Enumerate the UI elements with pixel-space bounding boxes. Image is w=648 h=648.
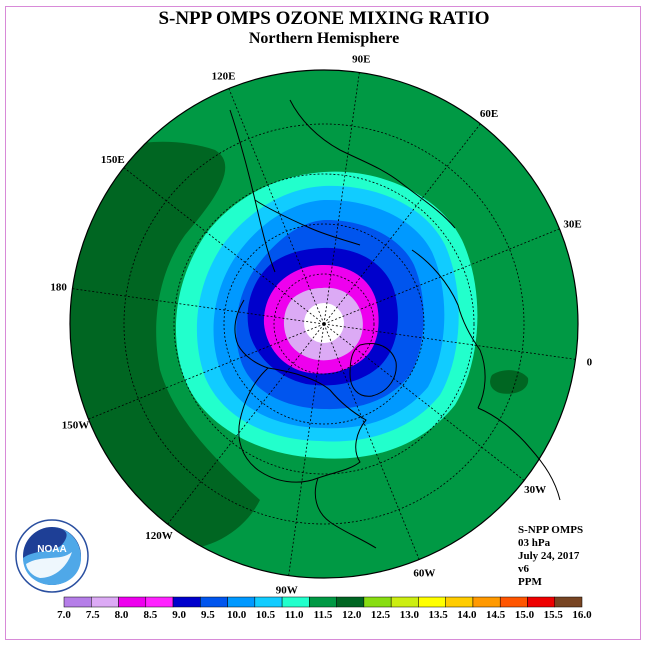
- colorbar-tick-label: 12.0: [342, 609, 362, 621]
- noaa-logo: NOAA: [15, 519, 89, 593]
- colorbar-tick-label: 9.0: [172, 609, 186, 621]
- coastlines: [229, 99, 561, 549]
- graticule: [72, 72, 576, 576]
- longitude-label: 30E: [563, 219, 581, 231]
- latitude-circle: [273, 273, 375, 375]
- colorbar-tick-label: 16.0: [572, 609, 592, 621]
- longitude-label: 90E: [352, 54, 370, 66]
- longitude-label: 150W: [62, 419, 90, 431]
- map-boundary: [69, 69, 579, 579]
- coast-siberia: [254, 199, 361, 246]
- colorbar-swatch: [118, 596, 147, 608]
- info-instrument: S-NPP OMPS: [518, 524, 584, 536]
- colorbar-tick-label: 11.5: [314, 609, 333, 621]
- coast-greenland: [349, 343, 397, 397]
- longitude-label: 60W: [413, 567, 435, 579]
- colorbar-tick-label: 11.0: [285, 609, 304, 621]
- colorbar-tick-label: 14.5: [486, 609, 506, 621]
- colorbar-swatch: [445, 596, 474, 608]
- band-12-region-atlantic: [490, 370, 529, 394]
- coast-asia-east: [229, 109, 276, 273]
- map-subtitle: Northern Hemisphere: [248, 30, 400, 47]
- colorbar-tick-label: 10.0: [227, 609, 247, 621]
- longitude-label: 120W: [145, 530, 173, 542]
- info-version: v6: [518, 563, 529, 575]
- band-12-region-west: [70, 141, 260, 550]
- longitude-label: 60E: [480, 108, 498, 120]
- info-block: S-NPP OMPS 03 hPa July 24, 2017 v6 PPM: [518, 524, 583, 589]
- colorbar-swatch: [390, 596, 419, 608]
- colorbar-swatch: [527, 596, 555, 608]
- colorbar-swatch: [200, 596, 228, 608]
- colorbar-tick-label: 7.5: [86, 609, 100, 621]
- colorbar-swatch: [363, 596, 392, 608]
- ozone-field: [70, 70, 578, 578]
- longitude-label: 120E: [212, 71, 236, 83]
- noaa-logo-text: NOAA: [37, 544, 66, 555]
- colorbar-tick-label: 9.5: [201, 609, 215, 621]
- coast-north-america: [238, 367, 367, 483]
- longitude-label: 0: [587, 356, 593, 368]
- colorbar-swatch: [145, 596, 174, 608]
- colorbar-tick-label: 12.5: [371, 609, 391, 621]
- colorbar-tick-label: 15.0: [515, 609, 535, 621]
- colorbar-tick-label: 8.5: [143, 609, 157, 621]
- colorbar-tick-label: 15.5: [544, 609, 564, 621]
- longitude-label: 150E: [101, 154, 125, 166]
- colorbar-swatch: [281, 596, 310, 608]
- colorbar-swatch: [63, 596, 92, 608]
- colorbar-swatch: [254, 596, 283, 608]
- coast-alaska: [234, 299, 269, 369]
- colorbar-tick-label: 13.0: [400, 609, 420, 621]
- colorbar-swatch: [554, 596, 583, 608]
- coast-central-america: [314, 477, 377, 549]
- colorbar-swatch: [91, 596, 119, 608]
- longitude-label: 30W: [524, 484, 546, 496]
- colorbar-swatch: [336, 596, 365, 608]
- colorbar-tick-label: 14.0: [457, 609, 477, 621]
- colorbar-tick-label: 10.5: [256, 609, 276, 621]
- latitude-circle: [223, 223, 425, 425]
- colorbar-swatch: [227, 596, 256, 608]
- longitude-label: 90W: [276, 584, 298, 596]
- colorbar-tick-label: 8.0: [115, 609, 129, 621]
- coast-europe: [411, 249, 486, 409]
- map-title: S-NPP OMPS OZONE MIXING RATIO: [158, 8, 490, 29]
- colorbar-swatch: [309, 596, 337, 608]
- colorbar-tick-label: 7.0: [57, 609, 71, 621]
- info-date: July 24, 2017: [518, 550, 580, 562]
- coast-asia: [289, 99, 456, 229]
- longitude-label: 180: [50, 282, 67, 294]
- info-units: PPM: [518, 576, 542, 588]
- colorbar-swatch: [472, 596, 501, 608]
- colorbar-swatch: [172, 596, 201, 608]
- colorbar-swatch: [418, 596, 446, 608]
- colorbar: 7.0 7.5 8.0 8.5 9.0 9.5 10.0 10.5 11.0 11.5 12.0 12…: [57, 596, 592, 621]
- figure-frame: [5, 6, 641, 640]
- latitude-circle: [123, 123, 525, 525]
- colorbar-swatch: [499, 596, 528, 608]
- longitude-labels: 90E 60E 30E 0 30W 60W 90W 120W 150W 180 150E 120E: [50, 54, 592, 597]
- colorbar-tick-label: 13.5: [428, 609, 448, 621]
- info-level: 03 hPa: [518, 537, 551, 549]
- latitude-circle: [173, 173, 475, 475]
- coast-africa: [477, 407, 561, 501]
